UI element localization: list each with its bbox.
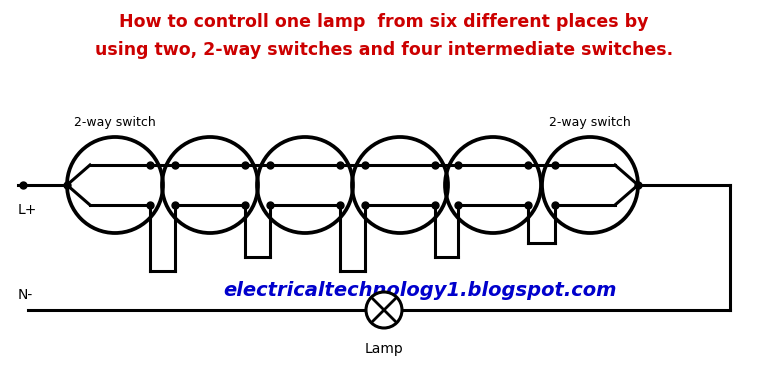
Text: L+: L+: [18, 203, 38, 217]
Text: Lamp: Lamp: [365, 342, 403, 356]
Text: 2-way switch: 2-way switch: [549, 116, 631, 129]
Text: 2-way switch: 2-way switch: [74, 116, 156, 129]
Text: How to controll one lamp  from six different places by: How to controll one lamp from six differ…: [119, 13, 649, 31]
Text: N-: N-: [18, 288, 33, 302]
Text: electricaltechnology1.blogspot.com: electricaltechnology1.blogspot.com: [223, 281, 617, 300]
Text: using two, 2-way switches and four intermediate switches.: using two, 2-way switches and four inter…: [95, 41, 673, 59]
Circle shape: [366, 292, 402, 328]
